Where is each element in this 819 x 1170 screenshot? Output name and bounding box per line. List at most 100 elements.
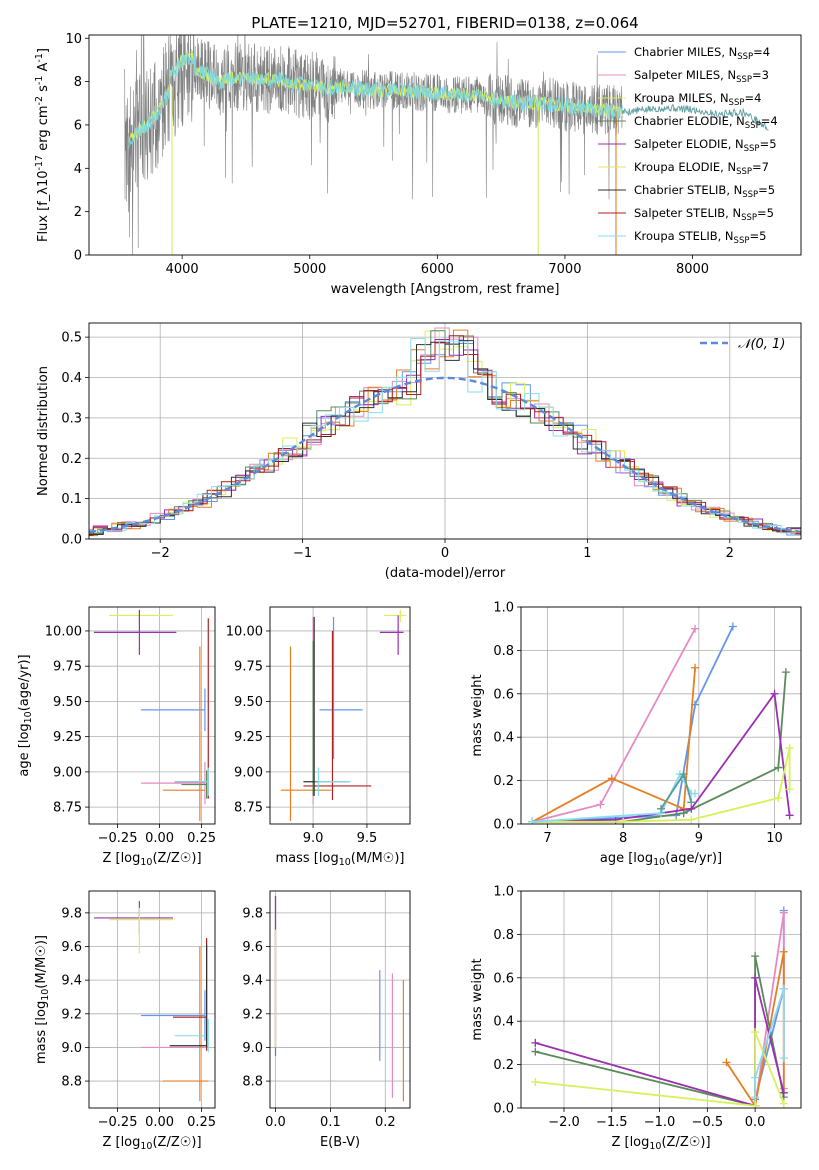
weight-series — [531, 1028, 788, 1108]
errorbar-point — [384, 609, 406, 623]
figure-title: PLATE=1210, MJD=52701, FIBERID=0138, z=0… — [251, 14, 638, 32]
legend-label: Chabrier STELIB, N — [634, 183, 742, 197]
weight-marker — [751, 1093, 760, 1102]
y-tick-label: 9.50 — [53, 695, 82, 710]
legend-label: Salpeter MILES, N — [634, 68, 736, 82]
y-tick-label: 0.2 — [493, 774, 514, 789]
x-tick-label: 0 — [441, 546, 449, 561]
x-axis-label: (data-model)/error — [385, 566, 506, 581]
y-tick-label: 8.75 — [234, 801, 263, 816]
y-tick-label: 0.8 — [493, 928, 514, 943]
label-span: s — [36, 85, 51, 96]
mass-vs-z-plot-area — [89, 891, 215, 1108]
y-tick-label: 9.4 — [61, 974, 82, 989]
y-tick-label: 10.00 — [45, 624, 82, 639]
x-tick-label: 8000 — [676, 262, 709, 277]
x-tick-label: 10 — [766, 831, 783, 846]
histogram-series — [89, 340, 801, 535]
y-tick-label: 9.00 — [234, 765, 263, 780]
y-tick-label: 0.5 — [61, 331, 82, 346]
spectrum-plot-area — [124, 35, 769, 255]
errorbar-point — [280, 646, 332, 822]
label-span: (Z/Z☉)] — [152, 1135, 201, 1150]
gaussian-legend-label: 𝒩(0, 1) — [738, 337, 785, 352]
x-tick-label: −1 — [293, 546, 312, 561]
y-axis-label: mass weight — [470, 958, 485, 1040]
weight-line — [531, 667, 696, 823]
label-span: mass [log — [34, 1001, 49, 1064]
errorbar-point — [174, 1018, 209, 1053]
mass-vs-ebv-panel: 0.0 0.1 0.2 8.8 9.0 9.2 9.4 9.6 9.8 E(B-V) — [242, 890, 411, 1150]
legend-entry: Kroupa MILES, NSSP=4 — [634, 91, 761, 108]
errorbar-point — [141, 762, 206, 805]
mass-vs-z-frame — [88, 890, 216, 1109]
weight-line — [535, 1031, 785, 1107]
errorbar-point — [94, 609, 177, 655]
legend-entry: Salpeter MILES, NSSP=3 — [634, 68, 769, 85]
weight-marker — [779, 1054, 788, 1063]
y-tick-label: 8.8 — [61, 1075, 82, 1090]
errorbar-point — [141, 990, 206, 1041]
y-axis-label: Normed distribution — [36, 366, 51, 496]
y-tick-label: 8.8 — [242, 1075, 263, 1090]
legend-sub: SSP — [744, 144, 760, 154]
weight-marker — [781, 668, 790, 677]
weight-marker — [531, 1038, 540, 1047]
legend-sub: SSP — [736, 167, 752, 177]
weight-series — [528, 744, 794, 824]
spectrum-frame — [88, 34, 802, 256]
errorbar-point — [109, 907, 173, 954]
label-span: Z [log — [102, 1135, 140, 1150]
label-span: 10 — [140, 1141, 152, 1152]
label-span: 10 — [40, 989, 51, 1001]
legend-sub: SSP — [729, 98, 745, 108]
age-vs-mass-plot-area — [270, 607, 410, 824]
label-span: age [log — [17, 723, 32, 776]
x-tick-label: 8 — [619, 831, 627, 846]
weight-vs-z-panel: −2.0 −1.5 −1.0 −0.5 0.0 0.0 0.2 0.4 0.6 0.8 1.0 Z [… — [470, 885, 802, 1152]
x-tick-label: −0.5 — [692, 1115, 724, 1130]
weight-marker — [531, 1047, 540, 1056]
label-span: Z [log — [102, 851, 140, 866]
weight-marker — [751, 952, 760, 961]
y-tick-label: 10 — [65, 32, 82, 47]
weight-vs-age-plot-area — [521, 607, 801, 824]
y-tick-label: 9.8 — [242, 906, 263, 921]
weight-line — [532, 626, 734, 823]
y-tick-label: 1.0 — [493, 601, 514, 616]
y-tick-label: 0.0 — [493, 818, 514, 833]
weight-marker — [528, 817, 537, 824]
label-span: 10 — [23, 711, 34, 723]
legend-entry: Kroupa ELODIE, NSSP=7 — [634, 160, 769, 177]
observed-spectrum — [124, 35, 623, 255]
residual-hist-frame — [88, 322, 802, 540]
y-tick-label: 0.3 — [61, 411, 82, 426]
legend-label: Kroupa STELIB, N — [634, 229, 734, 243]
y-tick-label: 0.0 — [493, 1102, 514, 1117]
errorbar-point — [317, 767, 351, 796]
legend-entry: Chabrier MILES, NSSP=4 — [634, 45, 770, 62]
label-span: mass [log — [276, 851, 339, 866]
x-axis-label: Z [log10(Z/Z☉)] — [102, 851, 201, 868]
legend-entry: Kroupa STELIB, NSSP=5 — [634, 229, 766, 246]
y-tick-label: 4 — [74, 162, 82, 177]
y-tick-label: 9.50 — [234, 695, 263, 710]
legend-rest: =4 — [761, 114, 778, 128]
label-span: (M/M☉)] — [351, 851, 405, 866]
weight-marker — [779, 908, 788, 917]
legend-sub: SSP — [745, 121, 761, 131]
y-tick-label: 9.2 — [242, 1007, 263, 1022]
histogram-series — [89, 330, 801, 534]
x-tick-label: 5000 — [293, 262, 326, 277]
x-tick-label: 0.0 — [265, 1115, 286, 1130]
weight-series — [528, 622, 737, 824]
age-vs-z-frame — [88, 606, 216, 825]
weight-line — [532, 691, 791, 823]
legend-rest: =5 — [760, 137, 777, 151]
label-span: mass weight — [470, 674, 485, 756]
y-tick-label: 0.6 — [493, 687, 514, 702]
legend-rest: =4 — [744, 91, 761, 105]
label-span: A — [36, 62, 51, 75]
x-tick-label: 6000 — [421, 262, 454, 277]
